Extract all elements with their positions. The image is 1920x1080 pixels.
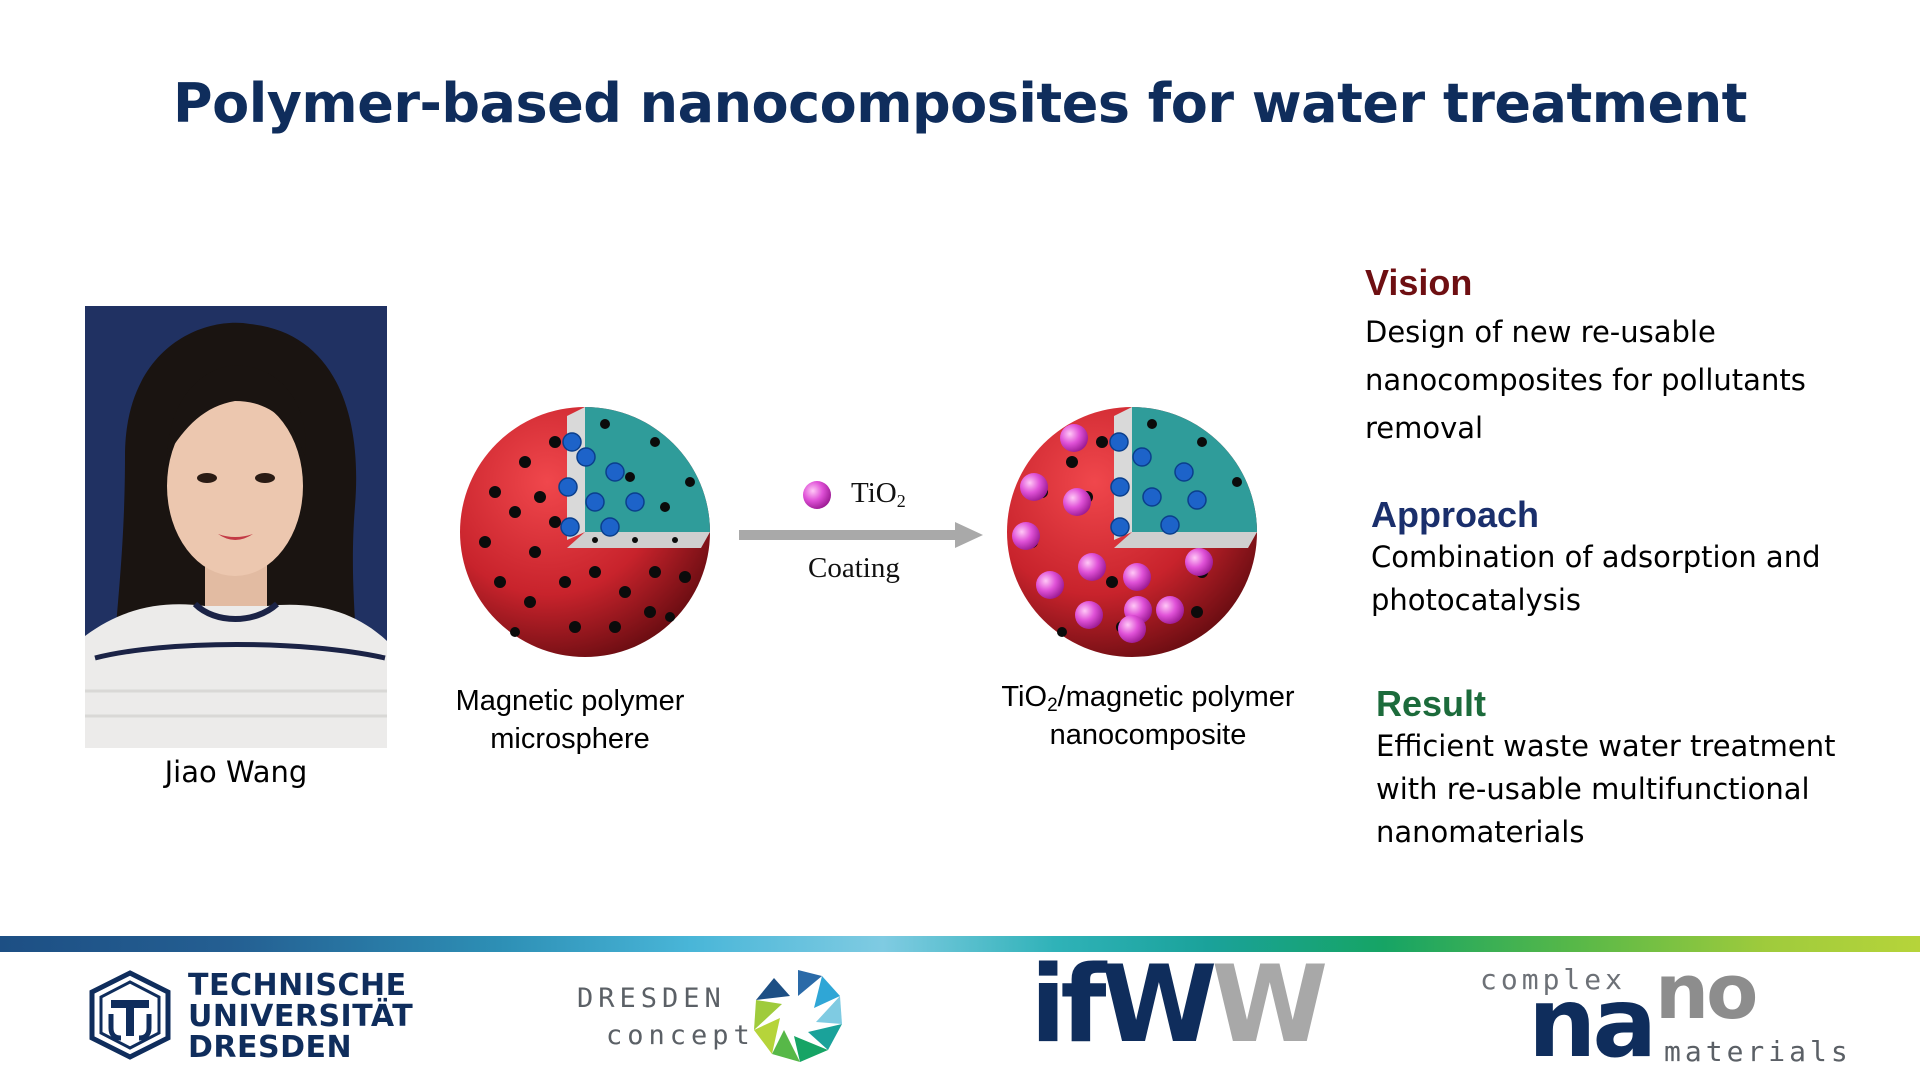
vision-line-1: Design of new re-usable (1365, 315, 1716, 349)
complex-nano-na: na (1528, 967, 1657, 1079)
tu-dresden-logo-text: TECHNISCHE UNIVERSITÄT DRESDEN (188, 970, 413, 1063)
vision-heading: Vision (1365, 262, 1473, 303)
tu-dresden-logo-icon (89, 970, 171, 1060)
tio2-legend-label: TiO2 (851, 477, 906, 511)
person-name: Jiao Wang (164, 755, 308, 789)
complex-nano-materials: materials (1664, 1035, 1852, 1068)
approach-line-1: Combination of adsorption and (1371, 540, 1821, 574)
right-caption-line1: TiO2/magnetic polymer (1001, 681, 1295, 716)
tud-line-3: DRESDEN (188, 1030, 353, 1065)
approach-line-2: photocatalysis (1371, 583, 1581, 617)
footer-color-bar (0, 936, 1920, 952)
left-caption-line2: microsphere (490, 723, 650, 755)
result-heading: Result (1376, 683, 1487, 724)
complex-nano-complex: complex (1480, 963, 1627, 996)
slide-title: Polymer-based nanocomposites for water t… (173, 72, 1747, 135)
arrow-head-icon (955, 522, 983, 548)
arrow-shaft (739, 530, 959, 540)
dresden-concept-logo-icon (754, 970, 842, 1062)
dresden-concept-line2: concept (606, 1020, 755, 1051)
vision-line-3: removal (1365, 411, 1484, 445)
coating-arrow-group: TiO2 Coating (735, 470, 985, 600)
complex-nano-no: no (1655, 947, 1758, 1036)
tio2-particle-icon (803, 481, 831, 509)
approach-section: Approach Combination of adsorption and p… (1371, 494, 1891, 622)
ifww-logo: ifWW (1030, 950, 1328, 1060)
vision-line-2: nanocomposites for pollutants (1365, 363, 1806, 397)
vision-section: Vision Design of new re-usable nanocompo… (1365, 262, 1885, 452)
result-line-1: Efficient waste water treatment (1376, 729, 1836, 763)
left-caption-line1: Magnetic polymer (455, 685, 685, 717)
coating-arrow-graphic (739, 481, 983, 548)
magnetic-microsphere-illustration (460, 407, 710, 657)
dresden-concept-line1: DRESDEN (577, 983, 726, 1014)
result-section: Result Efficient waste water treatment w… (1376, 683, 1896, 854)
nanocomposite-illustration (1007, 407, 1257, 657)
ifww-logo-part2: W (1211, 943, 1328, 1066)
tud-line-2: UNIVERSITÄT (188, 999, 414, 1034)
portrait-illustration (85, 306, 387, 748)
tud-line-1: TECHNISCHE (188, 968, 407, 1003)
ifww-logo-part1: ifW (1030, 943, 1217, 1066)
result-line-2: with re-usable multifunctional (1376, 772, 1810, 806)
left-caption: Magnetic polymer microsphere (420, 682, 720, 758)
right-caption-line2: nanocomposite (1049, 719, 1247, 751)
result-line-3: nanomaterials (1376, 815, 1585, 849)
portrait-photo (85, 306, 387, 748)
approach-heading: Approach (1371, 494, 1540, 535)
right-caption: TiO2/magnetic polymer nanocomposite (968, 678, 1328, 754)
coating-label: Coating (808, 552, 900, 584)
